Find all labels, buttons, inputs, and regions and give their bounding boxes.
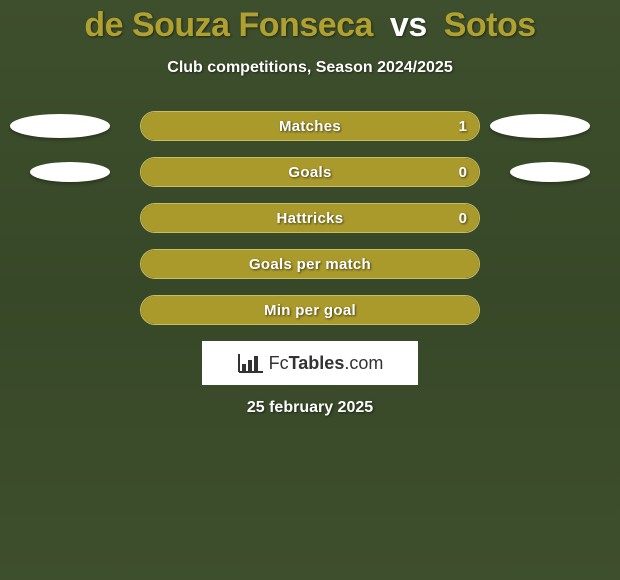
stat-row: Matches1 bbox=[0, 111, 620, 141]
player2-marker bbox=[510, 162, 590, 182]
player2-name: Sotos bbox=[444, 6, 536, 44]
stat-row: Hattricks0 bbox=[0, 203, 620, 233]
stat-bar: Goals0 bbox=[140, 157, 480, 187]
date-text: 25 february 2025 bbox=[0, 399, 620, 417]
stat-label: Matches bbox=[141, 112, 479, 140]
stat-label: Goals bbox=[141, 158, 479, 186]
stat-row: Goals0 bbox=[0, 157, 620, 187]
player1-marker bbox=[10, 114, 110, 138]
stat-bar: Min per goal bbox=[140, 295, 480, 325]
stat-value-right: 0 bbox=[459, 158, 467, 186]
stat-label: Goals per match bbox=[141, 250, 479, 278]
comparison-chart: Matches1Goals0Hattricks0Goals per matchM… bbox=[0, 111, 620, 325]
player1-marker bbox=[30, 162, 110, 182]
stat-label: Hattricks bbox=[141, 204, 479, 232]
stat-value-right: 0 bbox=[459, 204, 467, 232]
player2-marker bbox=[490, 114, 590, 138]
logo-prefix: Fc bbox=[269, 353, 289, 373]
stat-label: Min per goal bbox=[141, 296, 479, 324]
stat-bar: Matches1 bbox=[140, 111, 480, 141]
vs-text: vs bbox=[390, 6, 427, 44]
fctables-logo: FcTables.com bbox=[202, 341, 418, 385]
subtitle: Club competitions, Season 2024/2025 bbox=[0, 59, 620, 77]
logo-text: FcTables.com bbox=[269, 353, 384, 374]
stat-row: Goals per match bbox=[0, 249, 620, 279]
logo-suffix: .com bbox=[344, 353, 383, 373]
stat-bar: Goals per match bbox=[140, 249, 480, 279]
stat-bar: Hattricks0 bbox=[140, 203, 480, 233]
stat-value-right: 1 bbox=[459, 112, 467, 140]
logo-main: Tables bbox=[289, 353, 345, 373]
stat-row: Min per goal bbox=[0, 295, 620, 325]
player1-name: de Souza Fonseca bbox=[84, 6, 373, 44]
comparison-title: de Souza Fonseca vs Sotos bbox=[0, 0, 620, 45]
bar-chart-icon bbox=[237, 352, 265, 374]
